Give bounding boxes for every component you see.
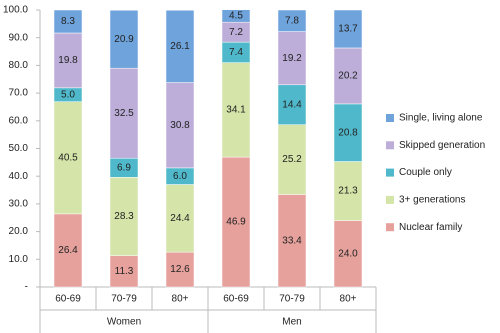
bar-segment [277,194,307,288]
y-tick-label: 50.0 [9,143,29,154]
data-label: 6.0 [173,171,187,182]
bar-segment [165,10,195,83]
y-tick-label: 90.0 [9,32,29,43]
bar-segment [277,31,307,86]
bar-segment [165,251,195,288]
y-tick-label: 30.0 [9,199,29,210]
data-label: 24.4 [170,213,190,224]
data-label: 40.5 [58,152,78,163]
legend-label: Skipped generation [399,140,485,151]
bar-segment [333,9,363,49]
data-label: 26.4 [58,245,78,256]
data-label: 13.7 [338,24,358,35]
bar-segment [109,10,139,69]
y-tick-label: 60.0 [9,115,29,126]
data-label: 8.3 [61,16,75,27]
y-tick-label: - [25,282,28,293]
bar-segment [53,32,83,89]
legend-label: 3+ generations [399,195,465,206]
bar-segment [333,161,363,221]
bar-segment [221,62,251,158]
data-label: 25.2 [282,154,302,165]
bar-segment [53,101,83,215]
y-tick-label: 40.0 [9,171,29,182]
data-label: 34.1 [226,104,246,115]
data-label: 4.5 [229,11,243,22]
bar-segment [221,9,251,23]
data-label: 14.4 [282,99,302,110]
x-tick-label: 60-69 [55,294,81,305]
legend-swatch [386,141,394,150]
data-label: 46.9 [226,217,246,228]
bar-segment [221,156,251,288]
y-tick-label: 80.0 [9,60,29,71]
legend-swatch [386,114,394,122]
bar-segment [109,67,139,159]
y-tick-label: 70.0 [9,88,29,99]
x-tick-label: 70-79 [111,294,137,305]
data-label: 21.3 [338,186,358,197]
data-label: 11.3 [115,266,134,277]
data-label: 7.8 [285,15,299,26]
y-tick-label: 100.0 [3,5,28,16]
group-label: Men [282,317,301,328]
bar-segment [165,184,195,253]
data-label: 20.8 [338,127,358,138]
legend-label: Nuclear family [399,222,462,233]
bar-segment [165,82,195,169]
data-label: 32.5 [114,108,134,119]
data-label: 5.0 [61,89,75,100]
data-label: 6.9 [117,162,131,173]
data-label: 7.2 [229,27,243,38]
data-label: 30.8 [170,120,190,131]
y-tick-label: 20.0 [9,226,29,237]
legend-swatch [386,195,394,204]
data-label: 26.1 [170,41,190,52]
x-tick-label: 70-79 [279,294,305,305]
bar-segment [333,103,363,162]
x-tick-label: 80+ [340,294,357,305]
legend-swatch [386,223,394,232]
bar-segment [53,9,83,34]
data-label: 33.4 [282,235,302,246]
group-label: Women [107,317,141,328]
bar-segment [277,9,307,32]
x-tick-label: 60-69 [223,294,249,305]
data-label: 19.2 [282,53,302,64]
legend-label: Single, living alone [399,113,483,124]
legend-label: Couple only [399,167,452,178]
bar-segment [333,220,363,288]
data-label: 24.0 [338,248,358,259]
data-label: 12.6 [170,264,190,275]
bar-segment [333,47,363,105]
y-tick-label: 10.0 [9,254,29,265]
legend-swatch [386,168,394,177]
data-label: 7.4 [229,47,243,58]
data-label: 20.2 [338,71,358,82]
data-label: 19.8 [58,55,78,66]
bar-segment [53,213,83,288]
data-label: 20.9 [114,34,134,45]
bar-segment [109,177,139,256]
x-tick-label: 80+ [172,294,189,305]
data-label: 28.3 [114,211,134,222]
